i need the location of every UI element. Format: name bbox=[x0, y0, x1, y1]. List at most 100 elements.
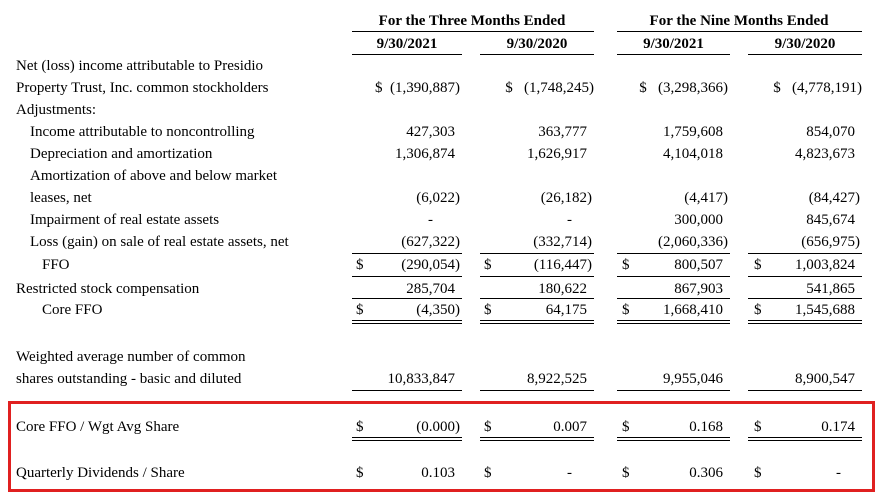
header-three-months: For the Three Months Ended bbox=[378, 13, 566, 29]
total-double-rule bbox=[480, 320, 594, 324]
row-label-amortization-1: Amortization of above and below market bbox=[30, 168, 278, 184]
col-rule bbox=[748, 54, 862, 55]
cell-weighted-q3-2021: 10,833,847 bbox=[387, 371, 456, 387]
cell-depreciation-q3-2021: 1,306,874 bbox=[395, 146, 455, 162]
cell-weighted-q3-2020: 8,922,525 bbox=[527, 371, 587, 387]
cell-impairment-q3-2020: - bbox=[567, 212, 572, 228]
cell-core-ffo-share-q3-2021: (0.000) bbox=[416, 419, 460, 435]
dollar-sign: $ bbox=[622, 419, 630, 435]
cell-core-ffo-9m-2020: 1,545,688 bbox=[795, 302, 855, 318]
subtotal-rule bbox=[617, 276, 730, 277]
cell-loss-gain-q3-2020: (332,714) bbox=[533, 234, 592, 250]
subtotal-rule bbox=[748, 276, 862, 277]
cell-amortization-9m-2021: (4,417) bbox=[684, 190, 728, 206]
dollar-sign: $ bbox=[484, 302, 492, 318]
row-label-net-income-1: Net (loss) income attributable to Presid… bbox=[16, 58, 264, 74]
cell-depreciation-9m-2020: 4,823,673 bbox=[795, 146, 855, 162]
dollar-sign: $ bbox=[754, 465, 762, 481]
dollar-sign: $ bbox=[356, 302, 364, 318]
cell-ffo-q3-2021: (290,054) bbox=[401, 257, 460, 273]
row-label-adjustments: Adjustments: bbox=[16, 102, 97, 118]
subtotal-rule bbox=[352, 276, 462, 277]
cell-restricted-q3-2021: 285,704 bbox=[406, 281, 455, 297]
subtotal-rule bbox=[748, 390, 862, 391]
cell-impairment-9m-2020: 845,674 bbox=[806, 212, 855, 228]
row-label-depreciation: Depreciation and amortization bbox=[30, 146, 213, 162]
subtotal-rule bbox=[748, 298, 862, 299]
cell-net-income-9m-2021: $ (3,298,366) bbox=[639, 80, 728, 96]
subtotal-rule bbox=[480, 276, 594, 277]
cell-ffo-9m-2021: 800,507 bbox=[674, 257, 723, 273]
dollar-sign: $ bbox=[754, 302, 762, 318]
row-label-amortization-2: leases, net bbox=[30, 190, 92, 206]
cell-core-ffo-share-9m-2021: 0.168 bbox=[689, 419, 723, 435]
row-label-noncontrolling: Income attributable to noncontrolling bbox=[30, 124, 255, 140]
dollar-sign: $ bbox=[622, 465, 630, 481]
total-double-rule bbox=[480, 437, 594, 441]
row-label-impairment: Impairment of real estate assets bbox=[30, 212, 220, 228]
dollar-sign: $ bbox=[356, 465, 364, 481]
cell-net-income-9m-2020: $ (4,778,191) bbox=[773, 80, 862, 96]
col-rule bbox=[352, 54, 462, 55]
total-double-rule bbox=[617, 437, 730, 441]
cell-dividends-q3-2020: - bbox=[567, 465, 572, 481]
header-rule bbox=[352, 31, 594, 32]
cell-dividends-q3-2021: 0.103 bbox=[421, 465, 455, 481]
row-label-loss-gain: Loss (gain) on sale of real estate asset… bbox=[30, 234, 289, 250]
subtotal-rule bbox=[480, 253, 594, 254]
cell-depreciation-9m-2021: 4,104,018 bbox=[663, 146, 723, 162]
cell-core-ffo-share-q3-2020: 0.007 bbox=[553, 419, 587, 435]
cell-amortization-q3-2020: (26,182) bbox=[540, 190, 592, 206]
col-rule bbox=[480, 54, 594, 55]
subtotal-rule bbox=[352, 298, 462, 299]
row-label-weighted-1: Weighted average number of common bbox=[16, 349, 246, 365]
cell-noncontrolling-q3-2021: 427,303 bbox=[406, 124, 455, 140]
total-double-rule bbox=[352, 320, 462, 324]
cell-dividends-9m-2021: 0.306 bbox=[689, 465, 723, 481]
dollar-sign: $ bbox=[754, 257, 762, 273]
subtotal-rule bbox=[617, 298, 730, 299]
cell-core-ffo-q3-2021: (4,350) bbox=[416, 302, 460, 318]
row-label-core-ffo: Core FFO bbox=[42, 302, 103, 318]
cell-noncontrolling-q3-2020: 363,777 bbox=[538, 124, 587, 140]
col-header-9m-2020: 9/30/2020 bbox=[774, 36, 836, 52]
subtotal-rule bbox=[352, 390, 462, 391]
cell-loss-gain-9m-2021: (2,060,336) bbox=[658, 234, 728, 250]
cell-restricted-9m-2020: 541,865 bbox=[806, 281, 855, 297]
row-label-dividends: Quarterly Dividends / Share bbox=[16, 465, 185, 481]
dollar-sign: $ bbox=[754, 419, 762, 435]
row-label-net-income-2: Property Trust, Inc. common stockholders bbox=[16, 80, 269, 96]
cell-loss-gain-q3-2021: (627,322) bbox=[401, 234, 460, 250]
dollar-sign: $ bbox=[622, 257, 630, 273]
dollar-sign: $ bbox=[484, 257, 492, 273]
subtotal-rule bbox=[352, 253, 462, 254]
cell-core-ffo-share-9m-2020: 0.174 bbox=[821, 419, 855, 435]
row-label-core-ffo-share: Core FFO / Wgt Avg Share bbox=[16, 419, 180, 435]
cell-loss-gain-9m-2020: (656,975) bbox=[801, 234, 860, 250]
cell-ffo-9m-2020: 1,003,824 bbox=[795, 257, 855, 273]
col-rule bbox=[617, 54, 730, 55]
subtotal-rule bbox=[748, 253, 862, 254]
dollar-sign: $ bbox=[484, 465, 492, 481]
cell-core-ffo-9m-2021: 1,668,410 bbox=[663, 302, 723, 318]
subtotal-rule bbox=[480, 298, 594, 299]
cell-net-income-q3-2020: $ (1,748,245) bbox=[505, 80, 594, 96]
total-double-rule bbox=[748, 437, 862, 441]
total-double-rule bbox=[352, 437, 462, 441]
row-label-restricted: Restricted stock compensation bbox=[16, 281, 200, 297]
total-double-rule bbox=[617, 320, 730, 324]
header-rule bbox=[617, 31, 862, 32]
cell-weighted-9m-2021: 9,955,046 bbox=[663, 371, 723, 387]
row-label-ffo: FFO bbox=[42, 257, 70, 273]
header-nine-months: For the Nine Months Ended bbox=[649, 13, 829, 29]
col-header-q3-2021: 9/30/2021 bbox=[376, 36, 438, 52]
cell-impairment-q3-2021: - bbox=[428, 212, 433, 228]
col-header-q3-2020: 9/30/2020 bbox=[506, 36, 568, 52]
cell-net-income-q3-2021: $ (1,390,887) bbox=[375, 80, 460, 96]
dollar-sign: $ bbox=[484, 419, 492, 435]
total-double-rule bbox=[748, 320, 862, 324]
dollar-sign: $ bbox=[356, 419, 364, 435]
subtotal-rule bbox=[480, 390, 594, 391]
cell-restricted-9m-2021: 867,903 bbox=[674, 281, 723, 297]
row-label-weighted-2: shares outstanding - basic and diluted bbox=[16, 371, 242, 387]
